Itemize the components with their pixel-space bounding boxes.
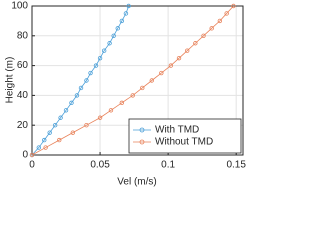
x-tick-label: 0.15 bbox=[226, 160, 246, 171]
marker bbox=[209, 26, 214, 31]
marker bbox=[193, 41, 198, 46]
marker bbox=[97, 115, 103, 120]
chart: Height (m) Vel (m/s) 0 20 40 60 80 100 0 0.05 0.… bbox=[5, 1, 247, 188]
marker bbox=[63, 108, 69, 113]
marker bbox=[184, 48, 190, 53]
legend-marker bbox=[139, 139, 145, 145]
legend-box bbox=[128, 118, 242, 154]
x-tick-label: 0 bbox=[29, 160, 35, 171]
marker bbox=[84, 78, 89, 83]
marker bbox=[168, 63, 174, 68]
marker bbox=[126, 3, 131, 9]
marker bbox=[84, 122, 89, 128]
plot-frame bbox=[31, 5, 244, 156]
marker bbox=[88, 70, 93, 76]
y-tick-label: 0 bbox=[22, 150, 28, 161]
marker bbox=[231, 3, 236, 9]
marker bbox=[130, 93, 135, 98]
marker bbox=[217, 18, 223, 24]
marker bbox=[97, 55, 103, 61]
marker bbox=[140, 85, 145, 91]
marker bbox=[107, 41, 112, 46]
marker bbox=[159, 70, 164, 76]
marker bbox=[36, 145, 42, 150]
marker bbox=[149, 78, 154, 83]
marker bbox=[42, 137, 47, 143]
marker bbox=[224, 11, 229, 16]
marker bbox=[93, 63, 99, 68]
marker bbox=[176, 55, 182, 61]
marker bbox=[119, 100, 125, 106]
legend-label: With TMD bbox=[155, 125, 199, 136]
marker bbox=[52, 122, 58, 128]
x-tick-label: 0.05 bbox=[90, 160, 110, 171]
marker bbox=[108, 108, 114, 113]
marker bbox=[69, 100, 74, 106]
marker bbox=[57, 137, 62, 143]
marker bbox=[78, 85, 84, 91]
y-tick-label: 20 bbox=[17, 120, 29, 131]
marker bbox=[201, 33, 206, 38]
marker bbox=[70, 130, 76, 135]
y-tick-label: 80 bbox=[17, 30, 29, 41]
marker bbox=[101, 48, 107, 53]
marker bbox=[47, 130, 52, 135]
marker bbox=[74, 93, 80, 98]
y-axis-label: Height (m) bbox=[5, 57, 16, 104]
marker bbox=[58, 115, 63, 120]
marker bbox=[123, 11, 129, 16]
marker bbox=[119, 18, 125, 24]
marker bbox=[29, 152, 35, 158]
x-axis-label: Vel (m/s) bbox=[117, 177, 156, 188]
legend-marker bbox=[139, 127, 145, 133]
y-tick-label: 100 bbox=[11, 1, 28, 12]
x-tick-label: 0.1 bbox=[161, 160, 175, 171]
y-tick-label: 60 bbox=[17, 60, 29, 71]
marker bbox=[111, 33, 116, 38]
series-line bbox=[31, 5, 234, 156]
legend-label: Without TMD bbox=[155, 137, 213, 148]
y-tick-label: 40 bbox=[17, 90, 29, 101]
marker bbox=[115, 26, 120, 31]
marker bbox=[43, 145, 48, 150]
series-line bbox=[31, 5, 130, 156]
